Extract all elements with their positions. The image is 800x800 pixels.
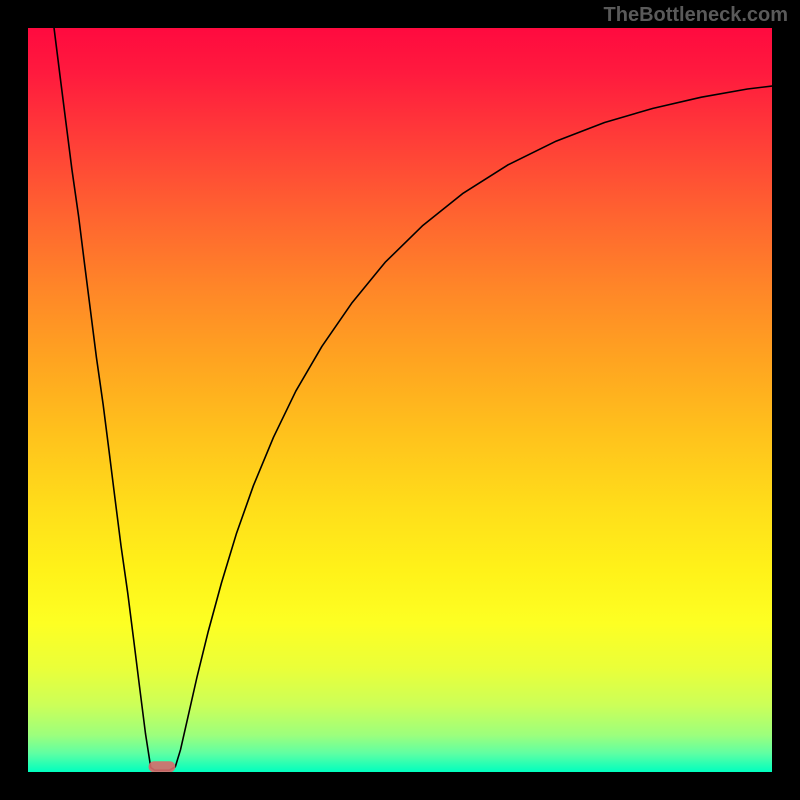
plot-background	[28, 28, 772, 772]
chart-container: TheBottleneck.com	[0, 0, 800, 800]
watermark: TheBottleneck.com	[604, 4, 788, 27]
plot-area	[28, 28, 772, 772]
optimal-marker	[149, 761, 176, 772]
watermark-text: TheBottleneck.com	[604, 4, 788, 26]
chart-svg	[28, 28, 772, 772]
